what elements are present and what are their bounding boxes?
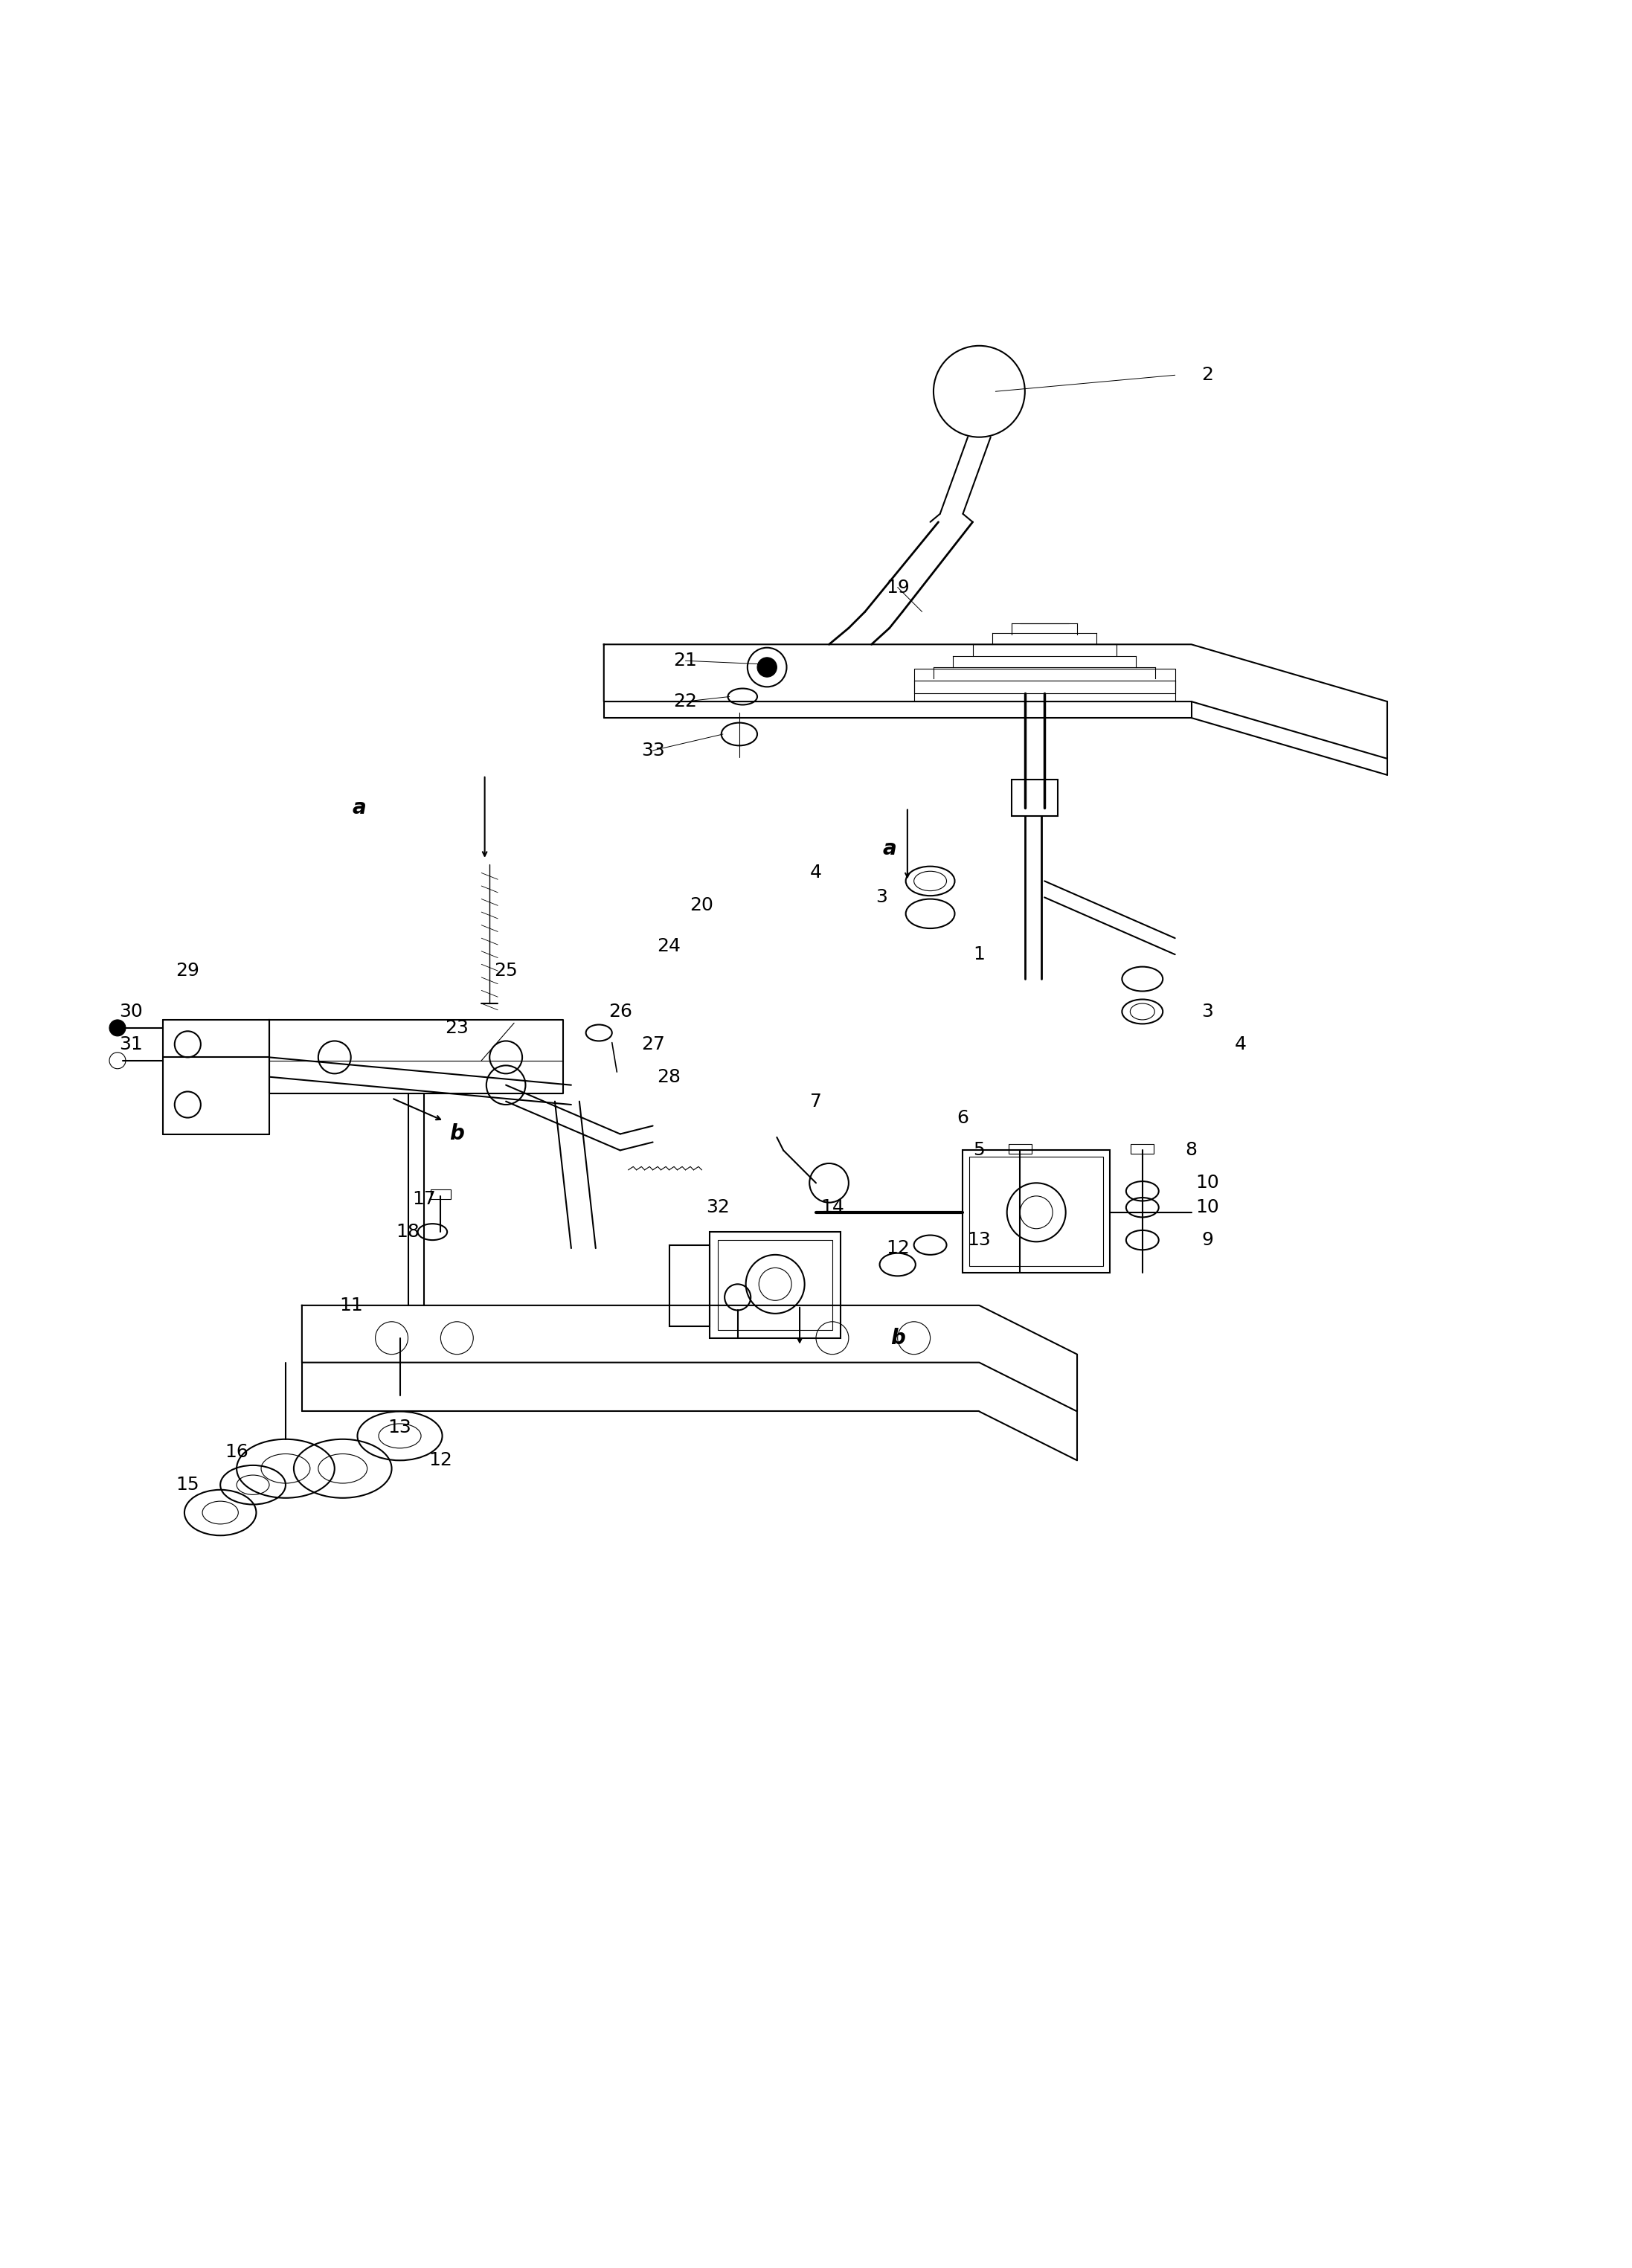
Bar bbox=[710, 1232, 840, 1338]
Text: a: a bbox=[883, 837, 896, 860]
Text: 20: 20 bbox=[690, 896, 713, 914]
Text: 21: 21 bbox=[674, 651, 697, 669]
Text: 5: 5 bbox=[973, 1141, 986, 1159]
Text: 7: 7 bbox=[809, 1093, 823, 1111]
Text: 29: 29 bbox=[176, 962, 199, 980]
Text: 10: 10 bbox=[1196, 1198, 1219, 1216]
Bar bbox=[669, 1245, 710, 1327]
Text: b: b bbox=[889, 1327, 906, 1349]
Text: 12: 12 bbox=[429, 1452, 452, 1470]
Text: 31: 31 bbox=[119, 1034, 142, 1052]
Text: 22: 22 bbox=[674, 692, 697, 710]
Bar bbox=[1131, 1143, 1154, 1154]
Text: 17: 17 bbox=[413, 1191, 436, 1209]
Circle shape bbox=[109, 1052, 126, 1068]
Text: 26: 26 bbox=[609, 1002, 632, 1021]
Circle shape bbox=[757, 658, 777, 678]
Text: 30: 30 bbox=[119, 1002, 142, 1021]
Text: 3: 3 bbox=[875, 889, 888, 907]
Text: 6: 6 bbox=[956, 1109, 969, 1127]
Text: 12: 12 bbox=[886, 1238, 909, 1256]
Text: 4: 4 bbox=[809, 864, 823, 882]
Bar bbox=[1009, 1143, 1031, 1154]
Text: 25: 25 bbox=[494, 962, 517, 980]
Text: 15: 15 bbox=[176, 1476, 199, 1495]
Circle shape bbox=[934, 345, 1025, 438]
Text: 27: 27 bbox=[641, 1034, 664, 1052]
Text: 2: 2 bbox=[1201, 365, 1214, 383]
Text: 23: 23 bbox=[446, 1018, 468, 1036]
Bar bbox=[963, 1150, 1110, 1272]
Text: 19: 19 bbox=[886, 578, 909, 596]
Text: 10: 10 bbox=[1196, 1175, 1219, 1193]
Text: 13: 13 bbox=[388, 1420, 411, 1436]
Bar bbox=[1012, 780, 1058, 816]
Text: a: a bbox=[353, 796, 366, 819]
Text: 18: 18 bbox=[397, 1222, 419, 1241]
Text: 28: 28 bbox=[658, 1068, 681, 1086]
Text: 8: 8 bbox=[1185, 1141, 1198, 1159]
Bar bbox=[718, 1241, 832, 1329]
Circle shape bbox=[109, 1021, 126, 1036]
Text: 9: 9 bbox=[1201, 1232, 1214, 1250]
Text: 16: 16 bbox=[225, 1442, 248, 1461]
Text: 33: 33 bbox=[641, 742, 664, 760]
Text: 24: 24 bbox=[658, 937, 681, 955]
Text: 3: 3 bbox=[1201, 1002, 1214, 1021]
Text: 4: 4 bbox=[1234, 1034, 1247, 1052]
Text: 32: 32 bbox=[707, 1198, 730, 1216]
Bar bbox=[431, 1188, 450, 1200]
Text: 14: 14 bbox=[821, 1198, 844, 1216]
Text: 11: 11 bbox=[339, 1297, 362, 1313]
Bar bbox=[969, 1157, 1103, 1266]
Text: b: b bbox=[449, 1123, 465, 1145]
Text: 1: 1 bbox=[973, 946, 986, 964]
Text: 13: 13 bbox=[968, 1232, 991, 1250]
